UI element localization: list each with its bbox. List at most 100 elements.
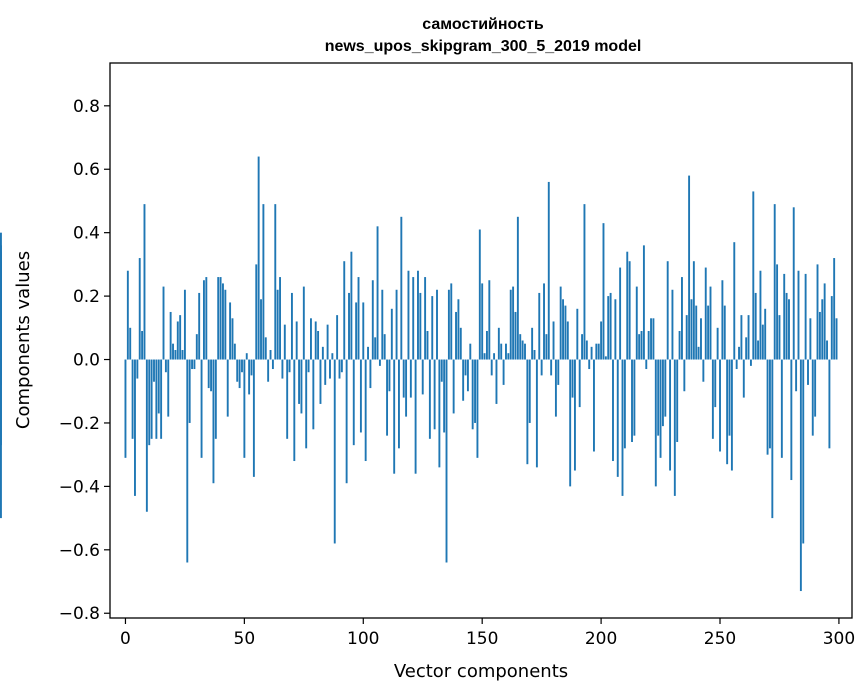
bar: [329, 359, 331, 379]
bar: [262, 204, 265, 360]
bar: [162, 286, 165, 360]
bar: [652, 318, 655, 360]
bar: [371, 280, 374, 360]
bar: [164, 359, 167, 373]
bar: [290, 292, 293, 360]
bar: [436, 289, 438, 360]
bar: [381, 289, 384, 360]
bar: [274, 204, 277, 360]
bar: [738, 346, 740, 360]
bar: [764, 308, 767, 360]
bar: [524, 343, 526, 360]
chart-title: самостийность: [422, 16, 544, 33]
bar: [348, 292, 350, 360]
bar: [514, 311, 517, 360]
bar: [704, 267, 707, 360]
bar: [143, 204, 146, 360]
bar: [419, 292, 422, 360]
bar: [352, 359, 355, 446]
bar: [478, 229, 481, 360]
bar: [455, 311, 457, 360]
bar: [788, 299, 790, 360]
bar: [723, 305, 726, 360]
y-tick-label: −0.2: [59, 414, 100, 434]
bar: [749, 359, 752, 366]
bar: [780, 359, 783, 458]
bar: [716, 327, 719, 360]
bar: [707, 305, 710, 360]
bar: [312, 359, 315, 430]
bar: [157, 359, 160, 414]
bar: [433, 359, 436, 430]
bar: [683, 359, 686, 392]
bar: [821, 299, 824, 360]
bar: [252, 359, 255, 477]
bar: [733, 242, 736, 360]
bar: [369, 359, 372, 389]
bar: [222, 283, 224, 360]
bar: [578, 359, 581, 408]
bar: [362, 302, 365, 360]
bar: [183, 289, 186, 360]
bar: [295, 321, 298, 360]
bar: [621, 359, 624, 496]
bar: [792, 207, 795, 360]
bar: [443, 359, 446, 433]
bar: [440, 359, 443, 382]
bar: [300, 359, 303, 414]
bar: [635, 286, 638, 360]
bar: [633, 359, 636, 436]
bar: [759, 270, 762, 360]
bar: [600, 321, 603, 360]
bar: [167, 359, 170, 417]
bar: [614, 299, 617, 360]
bar: [383, 334, 386, 360]
bar: [336, 315, 339, 360]
bar: [126, 270, 129, 360]
bar: [790, 359, 793, 481]
bar: [826, 340, 828, 360]
y-tick-label: −0.6: [59, 541, 100, 561]
bar: [245, 353, 248, 360]
bar: [307, 359, 310, 373]
bar: [709, 286, 712, 360]
bar: [0, 232, 2, 360]
bar: [554, 359, 557, 417]
bar: [488, 280, 491, 360]
bar: [700, 318, 702, 360]
bar: [590, 346, 593, 360]
bar: [214, 359, 217, 439]
bar: [200, 359, 203, 458]
bar: [459, 327, 462, 360]
x-tick-label: 200: [585, 629, 617, 649]
bar: [823, 283, 826, 360]
bar: [521, 340, 524, 360]
bar: [331, 353, 334, 360]
bar: [695, 305, 698, 360]
bar: [314, 321, 317, 360]
bar: [597, 343, 600, 360]
bar: [231, 318, 234, 360]
bar: [386, 359, 389, 436]
bar: [811, 359, 814, 436]
bar: [757, 340, 760, 360]
bar: [771, 359, 774, 519]
bar: [481, 283, 484, 360]
bar: [145, 359, 148, 512]
bar: [452, 359, 455, 414]
bar-series: [0, 156, 838, 592]
y-tick-label: −0.8: [59, 604, 100, 624]
bar: [616, 359, 619, 477]
bar: [740, 315, 743, 360]
bar: [181, 350, 184, 360]
bar: [343, 261, 346, 360]
bar: [174, 350, 177, 360]
bar: [745, 337, 748, 360]
bar: [692, 261, 695, 360]
bar: [612, 359, 614, 462]
bar: [414, 359, 417, 474]
bar: [269, 350, 272, 360]
bar: [462, 359, 465, 401]
bar: [188, 359, 191, 423]
bar: [400, 216, 403, 360]
